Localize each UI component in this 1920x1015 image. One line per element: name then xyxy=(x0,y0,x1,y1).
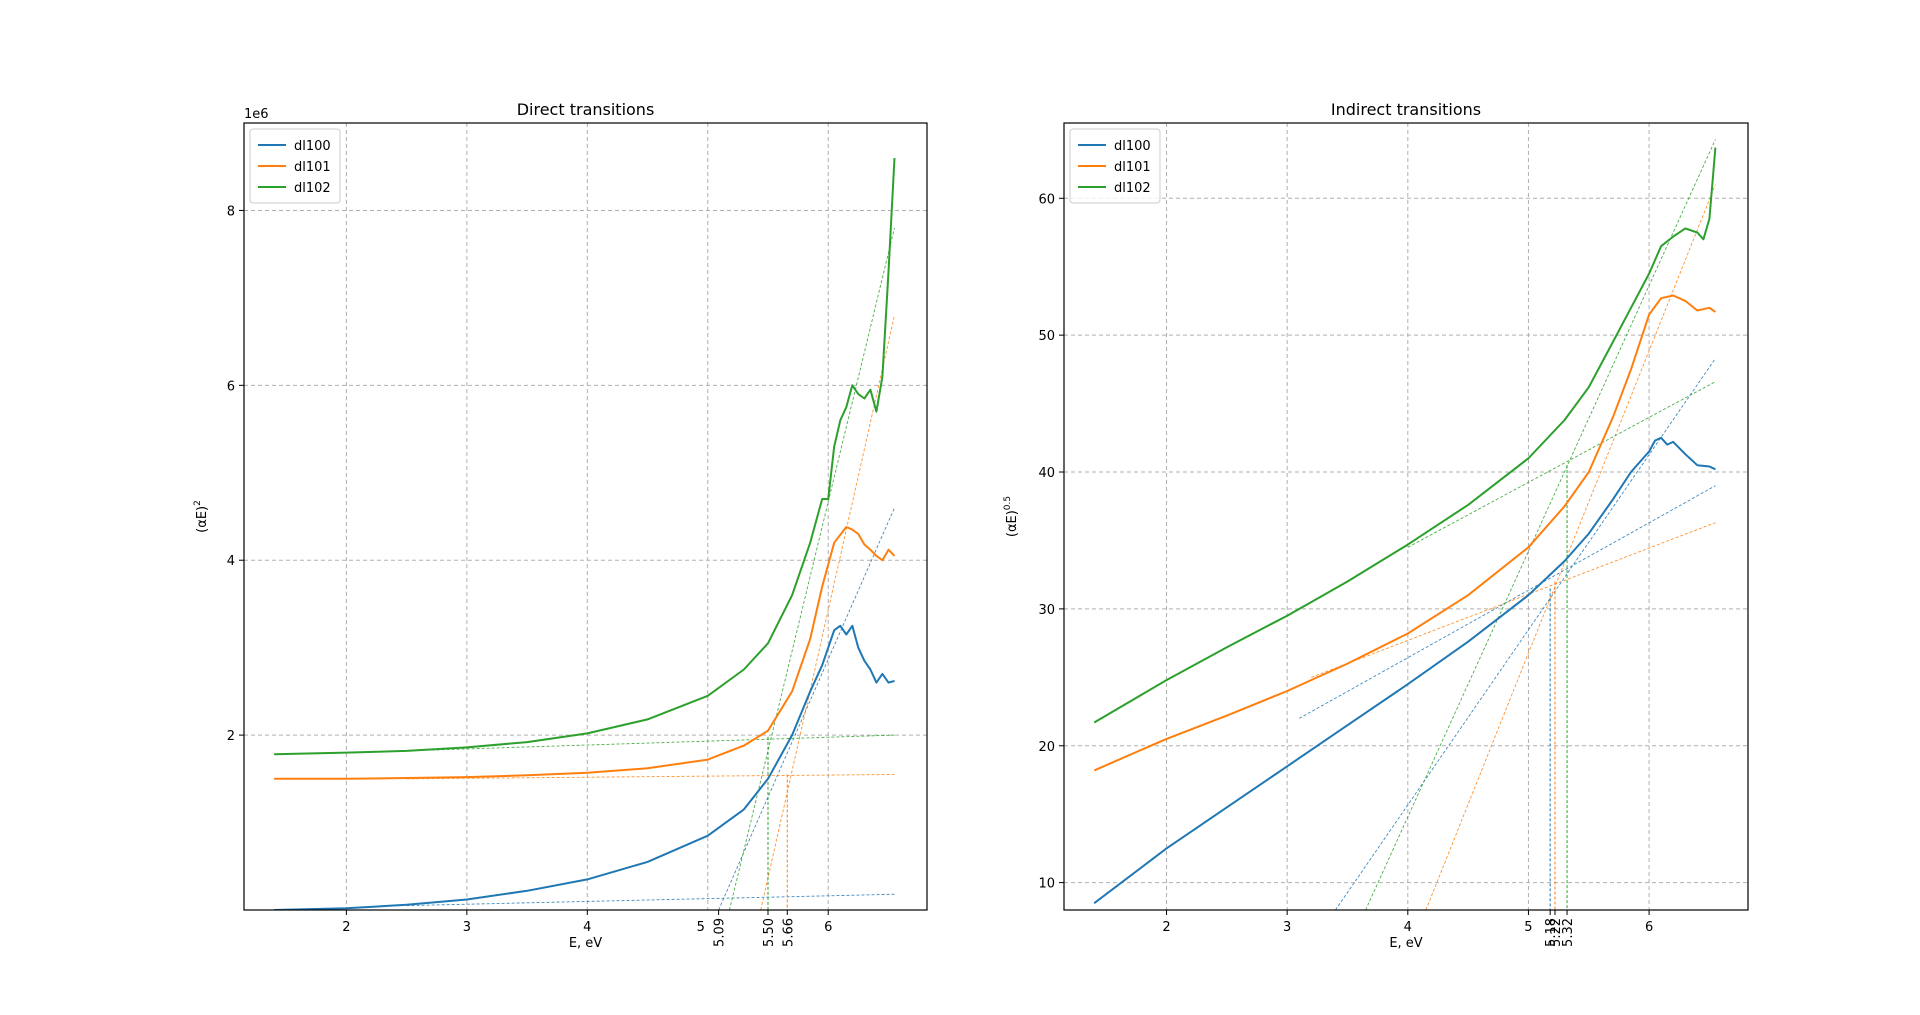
x-tick-label: 3 xyxy=(463,920,471,935)
legend-box xyxy=(249,128,341,204)
y-tick-label: 30 xyxy=(1038,603,1055,618)
fit-line-dl100-baseline xyxy=(1299,485,1716,719)
series-line-dl100 xyxy=(1093,436,1716,904)
data-lines xyxy=(274,157,896,910)
x-tick-label-fit: 5.22 xyxy=(1549,918,1564,947)
y-axis-label: (αE)2 xyxy=(193,500,210,533)
x-tick-label: 5 xyxy=(1524,920,1532,935)
series-line-dl100 xyxy=(274,624,895,910)
legend-label-dl101: dl101 xyxy=(1114,160,1151,175)
x-tick-label-fit: 5.18 xyxy=(1544,918,1559,947)
fit-line-dl102-baseline xyxy=(1407,381,1716,548)
y-tick-label: 60 xyxy=(1038,192,1055,207)
x-tick-label: 6 xyxy=(1645,920,1653,935)
fit-line-dl101-tangent xyxy=(1425,184,1716,910)
y-tick-label: 4 xyxy=(227,554,235,569)
legend-label-dl102: dl102 xyxy=(294,181,331,196)
series-line-dl101 xyxy=(1093,294,1716,772)
x-tick-label-fit: 5.32 xyxy=(1561,918,1576,947)
x-tick-label: 2 xyxy=(342,920,350,935)
x-axis-ticks: 2 3 4 6 5 5.09 5.50 5.66 xyxy=(342,910,832,947)
x-tick-label: 2 xyxy=(1162,920,1170,935)
x-tick-label-fit: 5.66 xyxy=(781,918,796,947)
fit-line-dl101-baseline xyxy=(1311,522,1716,678)
legend-label-dl100: dl100 xyxy=(1114,139,1151,154)
grid-lines xyxy=(1064,123,1748,910)
y-offset-text: 1e6 xyxy=(244,107,269,122)
direct-transitions-plot: 2 3 4 6 5 5.09 5.50 5.66 2 4 6 8 Direct transition… xyxy=(193,100,928,951)
axes-frame xyxy=(1063,122,1749,911)
axes-frame xyxy=(243,122,928,911)
fit-line-dl101-tangent xyxy=(760,315,895,910)
x-axis-label: E, eV xyxy=(569,936,602,951)
plot-title: Indirect transitions xyxy=(1331,100,1481,119)
y-tick-label: 20 xyxy=(1038,740,1055,755)
data-lines xyxy=(1093,147,1717,904)
legend-box xyxy=(1069,128,1161,204)
intersection-markers xyxy=(1549,465,1568,910)
fit-line-dl102-tangent xyxy=(1365,139,1716,910)
x-axis-label: E, eV xyxy=(1389,936,1422,951)
fit-line-dl102-baseline xyxy=(406,734,895,752)
y-tick-label: 6 xyxy=(227,379,235,394)
x-axis-ticks: 2 3 4 5 6 5.185.225.32 xyxy=(1162,910,1653,947)
plot-title: Direct transitions xyxy=(517,100,655,119)
y-tick-label: 50 xyxy=(1038,329,1055,344)
y-axis-label: (αE)0.5 xyxy=(1003,496,1020,537)
fit-line-dl102-tangent xyxy=(729,227,895,910)
y-tick-label: 8 xyxy=(227,204,235,219)
x-tick-label: 4 xyxy=(583,920,591,935)
series-line-dl102 xyxy=(274,157,896,756)
grid-lines xyxy=(244,123,927,910)
fit-line-dl100-tangent xyxy=(1335,358,1716,910)
legend: dl100 dl101 dl102 xyxy=(249,128,341,204)
x-tick-label: 5 xyxy=(697,920,705,935)
x-tick-label: 3 xyxy=(1283,920,1291,935)
fit-lines xyxy=(406,227,895,910)
intersection-markers xyxy=(767,736,788,910)
y-tick-label: 2 xyxy=(227,729,235,744)
fit-lines xyxy=(1299,139,1716,910)
legend-label-dl102: dl102 xyxy=(1114,181,1151,196)
indirect-transitions-plot: 2 3 4 5 6 5.185.225.32 10 20 30 40 50 60 Indirect … xyxy=(1003,100,1749,951)
series-line-dl102 xyxy=(1093,147,1717,724)
y-tick-label: 40 xyxy=(1038,466,1055,481)
fit-line-dl100-baseline xyxy=(406,893,895,907)
fit-line-dl101-baseline xyxy=(406,774,895,780)
x-tick-label-fit: 5.50 xyxy=(762,918,777,947)
y-tick-label: 10 xyxy=(1038,877,1055,892)
x-tick-label: 4 xyxy=(1404,920,1412,935)
x-tick-label: 6 xyxy=(824,920,832,935)
legend-label-dl100: dl100 xyxy=(294,139,331,154)
legend: dl100 dl101 dl102 xyxy=(1069,128,1161,204)
y-axis-ticks: 2 4 6 8 xyxy=(227,204,244,744)
x-tick-label-fit: 5.09 xyxy=(713,918,728,947)
legend-label-dl101: dl101 xyxy=(294,160,331,175)
y-axis-ticks: 10 20 30 40 50 60 xyxy=(1038,192,1064,892)
fit-line-dl100-tangent xyxy=(718,507,895,910)
series-line-dl101 xyxy=(274,526,896,780)
